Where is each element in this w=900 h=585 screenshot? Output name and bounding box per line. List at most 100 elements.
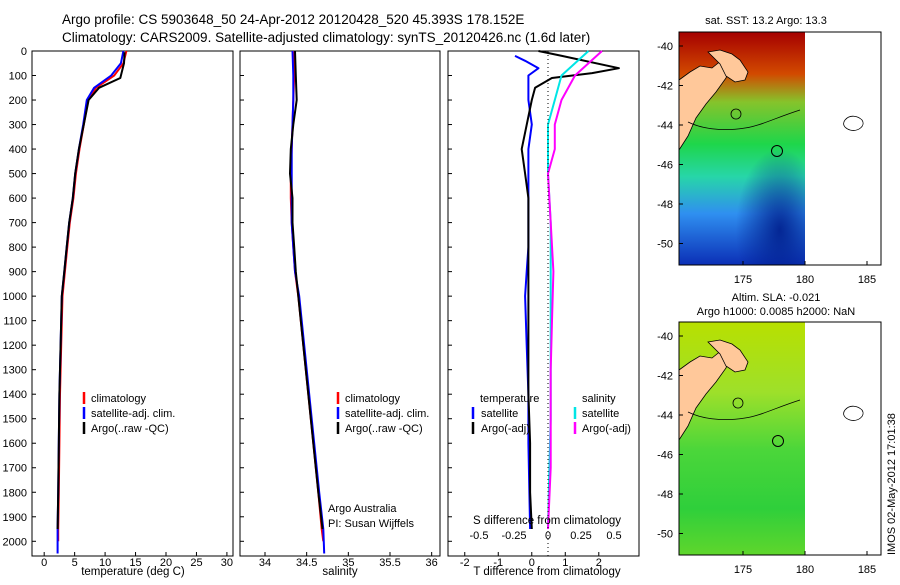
series-line-temperature-argo-adj- <box>520 50 620 530</box>
x-tick-label: 15 <box>129 557 141 569</box>
legend-satellite: satellite-adj. clim. <box>91 408 175 420</box>
legend-t-argo: Argo(-adj) <box>481 423 530 435</box>
depth-tick-label: 2000 <box>3 536 27 548</box>
sst-map-blank <box>805 33 880 264</box>
map-lon-label: 175 <box>734 274 752 286</box>
salinity-xlabel: salinity <box>322 566 357 578</box>
x-tick-label: 5 <box>72 557 78 569</box>
depth-tick-label: 1700 <box>3 463 27 475</box>
difference-legend: temperature satellite Argo(-adj) salinit… <box>471 393 631 435</box>
x-tick-label: 35.5 <box>379 557 400 569</box>
salinity-lines <box>289 50 326 554</box>
temperature-lines <box>56 50 128 554</box>
argo-position-marker <box>771 145 783 157</box>
depth-tick-label: 1200 <box>3 340 27 352</box>
x-tick-label: 2 <box>596 557 602 569</box>
map-lon-label: 180 <box>796 274 814 286</box>
sla-map-blank <box>805 323 880 554</box>
legend-climatology: climatology <box>345 393 401 405</box>
difference-lines <box>514 50 620 530</box>
map-lon-label: 180 <box>796 564 814 576</box>
legend-salinity-title: salinity <box>582 393 616 405</box>
x-tick-label: 30 <box>221 557 233 569</box>
depth-tick-label: 1300 <box>3 365 27 377</box>
sst-map-title: sat. SST: 13.2 Argo: 13.3 <box>705 15 827 27</box>
contour-island <box>732 397 744 409</box>
map-lon-label: 185 <box>858 564 876 576</box>
pi-note: PI: Susan Wijffels <box>328 518 414 530</box>
depth-tick-label: 100 <box>9 71 27 83</box>
depth-contour <box>687 109 801 130</box>
s-tick: 0.25 <box>570 530 591 542</box>
map-lon-label: 175 <box>734 564 752 576</box>
legend-climatology: climatology <box>91 393 147 405</box>
depth-tick-label: 600 <box>9 193 27 205</box>
sla-map-title2: Argo h1000: 0.0085 h2000: NaN <box>697 306 855 318</box>
depth-tick-label: 800 <box>9 242 27 254</box>
map-lat-label: -50 <box>657 529 673 541</box>
x-tick-label: -2 <box>460 557 470 569</box>
argo-position-marker <box>772 435 784 447</box>
temperature-xlabel: temperature (deg C) <box>81 566 185 578</box>
depth-tick-label: 1800 <box>3 487 27 499</box>
x-tick-label: 0 <box>41 557 47 569</box>
legend-satellite: satellite-adj. clim. <box>345 408 429 420</box>
temperature-legend: climatology satellite-adj. clim. Argo(..… <box>82 392 175 435</box>
land-mass <box>678 349 731 442</box>
figure-title-line2: Climatology: CARS2009. Satellite-adjuste… <box>62 30 590 45</box>
land-mass <box>678 59 731 152</box>
x-tick-label: 36 <box>426 557 438 569</box>
series-line-argo-raw-qc- <box>56 52 126 530</box>
x-axis-ticks: 0 5 10 15 20 25 30 34 34.5 35 35.5 36 -2 -1 0 1 2 <box>41 552 602 569</box>
depth-tick-label: 500 <box>9 169 27 181</box>
depth-tick-label: 200 <box>9 95 27 107</box>
sst-map <box>678 31 882 266</box>
map-lat-label: -46 <box>657 450 673 462</box>
map-lat-label: -50 <box>657 239 673 251</box>
s-tick: 0.5 <box>606 530 621 542</box>
x-tick-label: 35 <box>342 557 354 569</box>
figure-title-line1: Argo profile: CS 5903648_50 24-Apr-2012 … <box>62 12 524 27</box>
x-tick-label: 0 <box>529 557 535 569</box>
depth-axis: 0 100 200 300 400 500 600 700 800 900 1000 1100 1200… <box>3 46 452 548</box>
map-lat-label: -42 <box>657 81 673 93</box>
sst-map-frame <box>678 31 882 266</box>
salinity-panel-frame <box>239 50 441 557</box>
s-difference-label: S difference from climatology <box>473 515 621 527</box>
s-tick: -0.5 <box>470 530 489 542</box>
legend-s-argo: Argo(-adj) <box>582 423 631 435</box>
difference-panel-frame <box>447 50 640 557</box>
series-line-salinity-argo-adj- <box>547 50 603 530</box>
contour-island <box>730 108 742 120</box>
legend-argo: Argo(..raw -QC) <box>345 423 423 435</box>
depth-tick-label: 1100 <box>3 316 27 328</box>
x-tick-label: 34 <box>259 557 271 569</box>
legend-temperature-title: temperature <box>480 393 539 405</box>
depth-tick-label: 1000 <box>3 291 27 303</box>
s-tick: 0 <box>545 530 551 542</box>
legend-t-satellite: satellite <box>481 408 518 420</box>
chatham-islands <box>843 405 864 421</box>
x-tick-label: 20 <box>160 557 172 569</box>
depth-tick-label: 300 <box>9 120 27 132</box>
depth-tick-label: 900 <box>9 267 27 279</box>
depth-tick-label: 1400 <box>3 389 27 401</box>
map-lat-label: -40 <box>657 331 673 343</box>
chatham-islands <box>843 115 864 131</box>
depth-tick-label: 1900 <box>3 512 27 524</box>
map-lat-label: -44 <box>657 120 673 132</box>
depth-tick-label: 400 <box>9 144 27 156</box>
s-difference-ticks: -0.5 -0.25 0 0.25 0.5 <box>470 530 622 542</box>
imos-timestamp-text: IMOS 02-May-2012 17:01:38 <box>886 413 898 555</box>
x-tick-label: -1 <box>493 557 503 569</box>
x-tick-label: 34.5 <box>296 557 317 569</box>
sla-map <box>678 321 882 556</box>
map-lat-label: -42 <box>657 371 673 383</box>
map-lat-label: -40 <box>657 41 673 53</box>
x-tick-label: 1 <box>562 557 568 569</box>
temperature-panel-frame <box>31 50 234 557</box>
land-mass <box>707 339 749 373</box>
s-tick: -0.25 <box>501 530 526 542</box>
legend-argo: Argo(..raw -QC) <box>91 423 169 435</box>
